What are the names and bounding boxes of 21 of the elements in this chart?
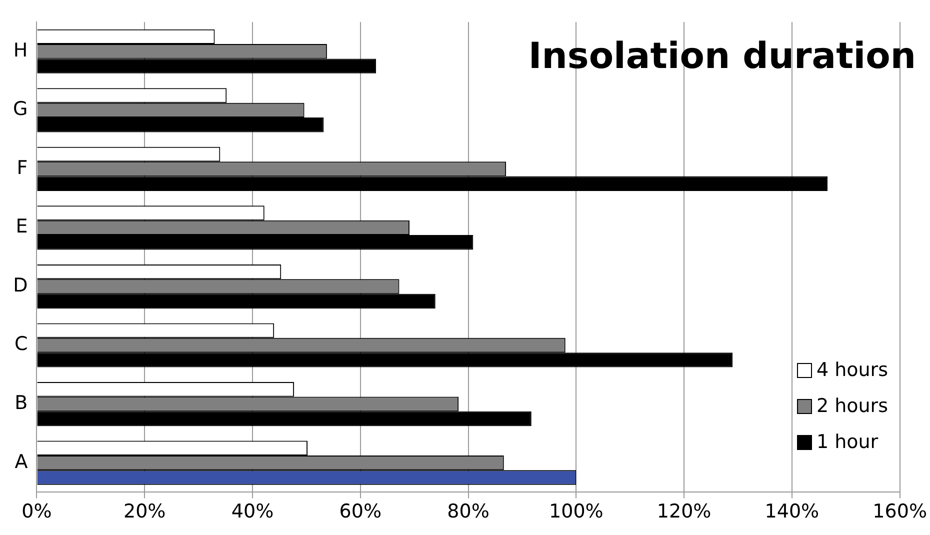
x-tick-label: 40% (231, 500, 274, 523)
chart-title: Insolation duration (528, 36, 916, 77)
x-tick-label: 20% (123, 500, 166, 523)
x-tick-label: 120% (656, 500, 712, 523)
y-tick-label: A (14, 450, 28, 473)
legend-label: 1 hour (816, 431, 878, 453)
y-tick-label: G (12, 98, 28, 120)
y-tick-label: B (14, 392, 28, 414)
x-tick-label: 60% (339, 500, 382, 523)
x-tick-label: 80% (447, 500, 490, 523)
legend-label: 4 hours (816, 359, 888, 381)
y-tick-label: C (14, 333, 28, 356)
y-tick-label: E (16, 216, 28, 238)
y-tick-label: H (13, 39, 28, 62)
x-tick-label: 140% (764, 500, 820, 523)
y-tick-label: F (16, 156, 28, 179)
y-tick-label: D (13, 274, 28, 296)
x-tick-label: 100% (549, 500, 604, 523)
x-tick-label: 160% (872, 500, 928, 523)
x-tick-label: 0% (22, 500, 52, 523)
legend-label: 2 hours (816, 395, 888, 417)
